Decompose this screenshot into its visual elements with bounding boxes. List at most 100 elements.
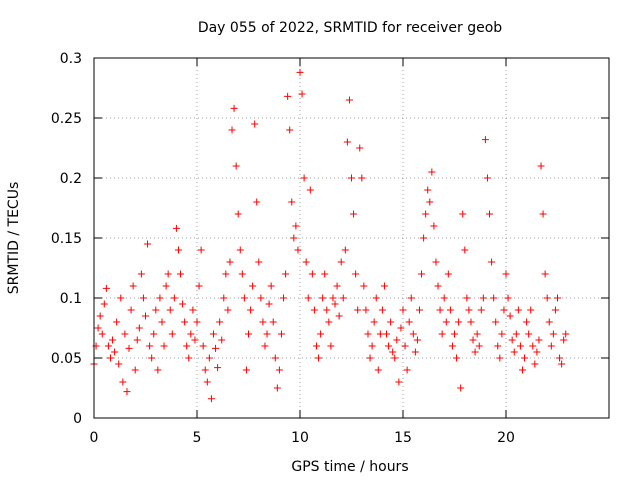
data-point xyxy=(228,126,236,134)
data-point xyxy=(296,68,304,76)
data-point xyxy=(168,330,176,338)
data-point xyxy=(133,336,141,344)
data-point xyxy=(253,198,261,206)
data-point xyxy=(407,294,415,302)
data-point xyxy=(218,336,226,344)
data-point xyxy=(191,336,199,344)
data-point xyxy=(166,306,174,314)
data-point xyxy=(172,224,180,232)
data-point xyxy=(483,174,491,182)
data-point xyxy=(148,354,156,362)
data-point xyxy=(430,222,438,230)
data-point xyxy=(197,246,205,254)
x-tick-label: 20 xyxy=(497,430,515,446)
data-point xyxy=(477,306,485,314)
data-point xyxy=(280,294,288,302)
data-point xyxy=(263,330,271,338)
data-point xyxy=(113,318,121,326)
data-point xyxy=(488,258,496,266)
data-point xyxy=(125,344,133,352)
data-point xyxy=(323,306,331,314)
data-point xyxy=(459,210,467,218)
data-point xyxy=(230,104,238,112)
data-point xyxy=(170,294,178,302)
data-point xyxy=(139,294,147,302)
data-point xyxy=(393,336,401,344)
data-point xyxy=(356,144,364,152)
data-point xyxy=(518,366,526,374)
data-point xyxy=(199,342,207,350)
data-point xyxy=(556,354,564,362)
data-point xyxy=(195,282,203,290)
data-point xyxy=(508,336,516,344)
x-tick-label: 15 xyxy=(394,430,412,446)
data-point xyxy=(397,324,405,332)
data-point xyxy=(413,336,421,344)
data-point xyxy=(226,258,234,266)
data-point xyxy=(179,300,187,308)
data-point xyxy=(137,270,145,278)
data-point xyxy=(405,318,413,326)
data-point xyxy=(473,330,481,338)
data-point xyxy=(537,162,545,170)
data-point xyxy=(201,366,209,374)
x-tick-label: 5 xyxy=(193,430,202,446)
data-point xyxy=(156,294,164,302)
data-point xyxy=(109,336,117,344)
data-point xyxy=(560,336,568,344)
data-point xyxy=(446,306,454,314)
data-points xyxy=(90,68,570,403)
data-point xyxy=(492,318,500,326)
data-point xyxy=(119,378,127,386)
data-point xyxy=(267,282,275,290)
data-point xyxy=(187,330,195,338)
data-point xyxy=(424,186,432,194)
y-tick-label: 0.2 xyxy=(60,171,82,187)
data-point xyxy=(290,234,298,242)
data-point xyxy=(304,294,312,302)
data-point xyxy=(205,354,213,362)
data-point xyxy=(362,306,370,314)
data-point xyxy=(461,246,469,254)
data-point xyxy=(541,270,549,278)
data-point xyxy=(142,312,149,320)
data-point xyxy=(420,234,428,242)
data-point xyxy=(422,210,430,218)
data-point xyxy=(376,330,384,338)
data-point xyxy=(220,294,228,302)
data-point xyxy=(129,282,137,290)
data-point xyxy=(144,240,152,248)
data-point xyxy=(203,378,211,386)
data-point xyxy=(378,306,386,314)
data-point xyxy=(343,138,351,146)
data-point xyxy=(527,306,535,314)
data-point xyxy=(385,342,393,350)
grid-lines xyxy=(94,58,609,418)
x-axis-label: GPS time / hours xyxy=(291,459,408,475)
data-point xyxy=(251,120,259,128)
data-point xyxy=(506,312,514,320)
data-point xyxy=(391,354,399,362)
data-point xyxy=(415,306,423,314)
data-point xyxy=(401,342,409,350)
data-point xyxy=(533,348,541,356)
data-point xyxy=(234,210,242,218)
data-point xyxy=(321,270,329,278)
data-point xyxy=(154,366,162,374)
data-point xyxy=(453,354,461,362)
data-point xyxy=(348,174,355,182)
data-point xyxy=(547,342,555,350)
data-point xyxy=(298,90,306,98)
data-point xyxy=(214,364,222,372)
data-point xyxy=(247,306,255,314)
data-point xyxy=(345,96,353,104)
data-point xyxy=(442,318,450,326)
data-point xyxy=(232,162,240,170)
data-point xyxy=(469,336,477,344)
data-point xyxy=(403,366,411,374)
data-point xyxy=(360,282,368,290)
data-point xyxy=(455,318,463,326)
data-point xyxy=(302,258,310,266)
data-point xyxy=(523,318,531,326)
data-point xyxy=(333,282,341,290)
